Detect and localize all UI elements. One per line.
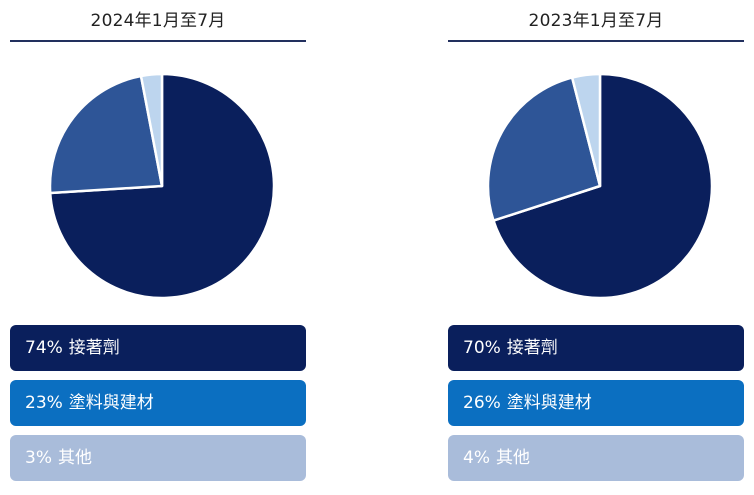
- legend-item-other: 4% 其他: [448, 435, 744, 481]
- title-underline: [448, 40, 744, 42]
- title-underline: [10, 40, 306, 42]
- legend-value: 4%: [463, 448, 490, 468]
- pie-slice-coatings: [48, 74, 164, 195]
- legend-label: 接著劑: [506, 338, 558, 358]
- chart-title: 2024年1月至7月: [90, 11, 226, 31]
- legend-item-coatings: 26% 塗料與建材: [448, 380, 744, 426]
- chart-title: 2023年1月至7月: [528, 11, 664, 31]
- legend-value: 23%: [25, 393, 63, 413]
- pie-chart: [48, 72, 276, 300]
- legend-item-coatings: 23% 塗料與建材: [10, 380, 306, 426]
- legend-value: 70%: [463, 338, 501, 358]
- chart-2023: 2023年1月至7月 70% 接著劑 26% 塗料與建材 4% 其他: [448, 0, 754, 495]
- legend-item-other: 3% 其他: [10, 435, 306, 481]
- legend-value: 74%: [25, 338, 63, 358]
- pie-slice-other: [570, 72, 602, 188]
- legend-label: 其他: [57, 448, 92, 468]
- legend-label: 塗料與建材: [68, 393, 154, 413]
- pie-slice-other: [139, 72, 164, 188]
- legend-item-adhesives: 70% 接著劑: [448, 325, 744, 371]
- legend-value: 3%: [25, 448, 52, 468]
- pie-slice-adhesives: [492, 72, 714, 300]
- pie-slice-coatings: [486, 76, 602, 222]
- legend-label: 塗料與建材: [506, 393, 592, 413]
- legend-item-adhesives: 74% 接著劑: [10, 325, 306, 371]
- pie-chart: [486, 72, 714, 300]
- legend-label: 其他: [495, 448, 530, 468]
- chart-2024: 2024年1月至7月 74% 接著劑 23% 塗料與建材 3% 其他: [10, 0, 316, 495]
- legend-value: 26%: [463, 393, 501, 413]
- legend-label: 接著劑: [68, 338, 120, 358]
